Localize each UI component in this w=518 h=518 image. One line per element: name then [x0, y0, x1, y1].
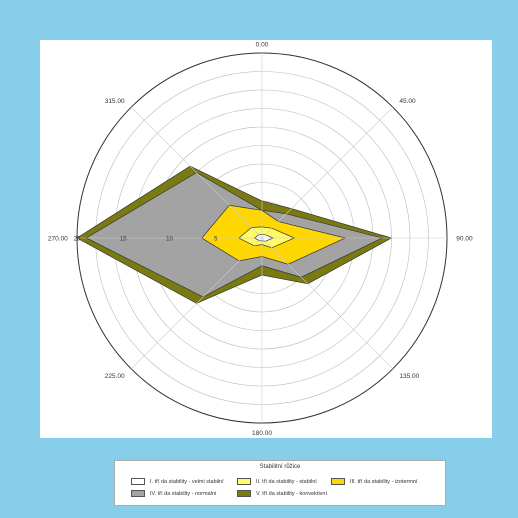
- legend-label-class-5: V. tří da stability - konvektivní: [256, 490, 328, 497]
- series-layer: [76, 165, 393, 304]
- spoke-5: [130, 237, 263, 370]
- angle-label-1: 45.00: [399, 98, 416, 105]
- legend-swatch-class-5: [237, 490, 251, 497]
- radial-label-0: 5: [214, 237, 218, 243]
- angle-label-6: 270.00: [48, 236, 68, 243]
- spoke-7: [130, 106, 263, 239]
- radial-label-3: 20: [74, 237, 81, 243]
- legend-swatch-class-1: [131, 478, 145, 485]
- legend-label-class-3: III. tří da stability - izotermní: [350, 478, 418, 485]
- angle-labels: 0.00 45.00 90.00 135.00 180.00 225.00 270.00 31…: [48, 41, 473, 437]
- legend-label-class-1: I. tří da stability - velmi stabilní: [150, 478, 224, 485]
- angle-label-4: 180.00: [252, 430, 272, 437]
- legend: Stabilitní růžice I. tří da stability - …: [114, 460, 446, 506]
- legend-item-class-2: II. tří da stability - stabilní: [237, 478, 317, 485]
- radial-label-1: 10: [166, 237, 173, 243]
- legend-swatch-class-3: [331, 478, 345, 485]
- legend-title: Stabilitní růžice: [259, 464, 301, 470]
- polar-chart: 0.00 45.00 90.00 135.00 180.00 225.00 270.00 31…: [48, 41, 473, 437]
- angle-label-5: 225.00: [105, 373, 125, 380]
- legend-item-class-5: V. tří da stability - konvektivní: [237, 490, 327, 497]
- legend-item-class-1: I. tří da stability - velmi stabilní: [131, 478, 224, 485]
- legend-label-class-4: IV. tří da stability - normální: [150, 490, 217, 497]
- plot-panel: 0.00 45.00 90.00 135.00 180.00 225.00 270.00 31…: [40, 40, 492, 438]
- angle-label-3: 135.00: [399, 373, 419, 380]
- radial-labels: 5 10 15 20: [74, 237, 218, 243]
- radial-label-2: 15: [120, 237, 127, 243]
- legend-swatch-class-2: [237, 478, 251, 485]
- angle-label-0: 0.00: [256, 41, 269, 48]
- legend-label-class-2: II. tří da stability - stabilní: [256, 478, 317, 485]
- spoke-1: [261, 106, 394, 239]
- spoke-3: [261, 237, 394, 370]
- angle-label-7: 315.00: [105, 98, 125, 105]
- spokes: [77, 53, 447, 423]
- angle-label-2: 90.00: [456, 236, 473, 243]
- legend-item-class-4: IV. tří da stability - normální: [131, 490, 216, 497]
- legend-item-class-3: III. tří da stability - izotermní: [331, 478, 418, 485]
- legend-swatch-class-4: [131, 490, 145, 497]
